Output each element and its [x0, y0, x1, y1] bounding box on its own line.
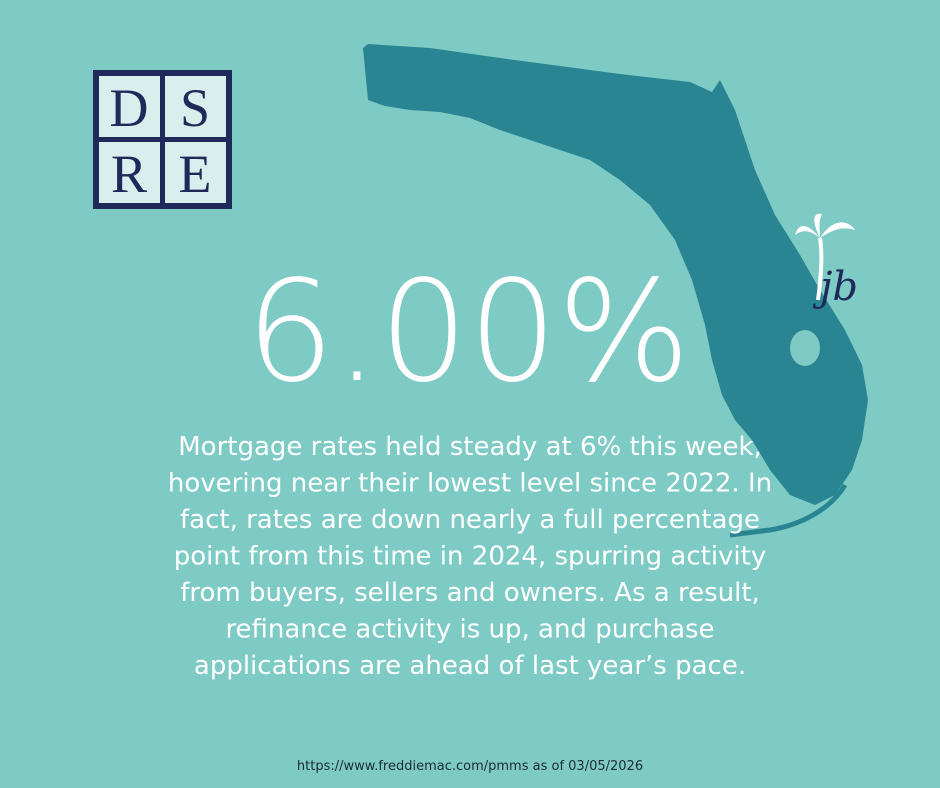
logo-letter: S — [180, 78, 210, 138]
florida-map — [363, 44, 868, 505]
logo-letter: D — [110, 78, 149, 138]
logo-letter: E — [179, 144, 212, 204]
body-line: Mortgage rates held steady at 6% this we… — [178, 432, 762, 462]
signature: jb — [812, 264, 858, 310]
headline: 6.00% — [246, 251, 691, 414]
keys — [729, 483, 848, 538]
body-line: refinance activity is up, and purchase — [225, 615, 714, 645]
logo: D S R E — [93, 70, 232, 209]
source: https://www.freddiemac.com/pmms as of 03… — [297, 759, 643, 774]
logo-letter: R — [111, 144, 147, 204]
palm-logo — [795, 213, 855, 301]
lake — [790, 330, 820, 366]
body-line: applications are ahead of last year’s pa… — [194, 651, 746, 681]
body-line: fact, rates are down nearly a full perce… — [180, 505, 760, 535]
body-line: point from this time in 2024, spurring a… — [174, 542, 766, 572]
body-line: from buyers, sellers and owners. As a re… — [180, 578, 760, 608]
body-line: hovering near their lowest level since 2… — [168, 469, 772, 499]
body-text: Mortgage rates held steady at 6% this we… — [168, 432, 772, 681]
